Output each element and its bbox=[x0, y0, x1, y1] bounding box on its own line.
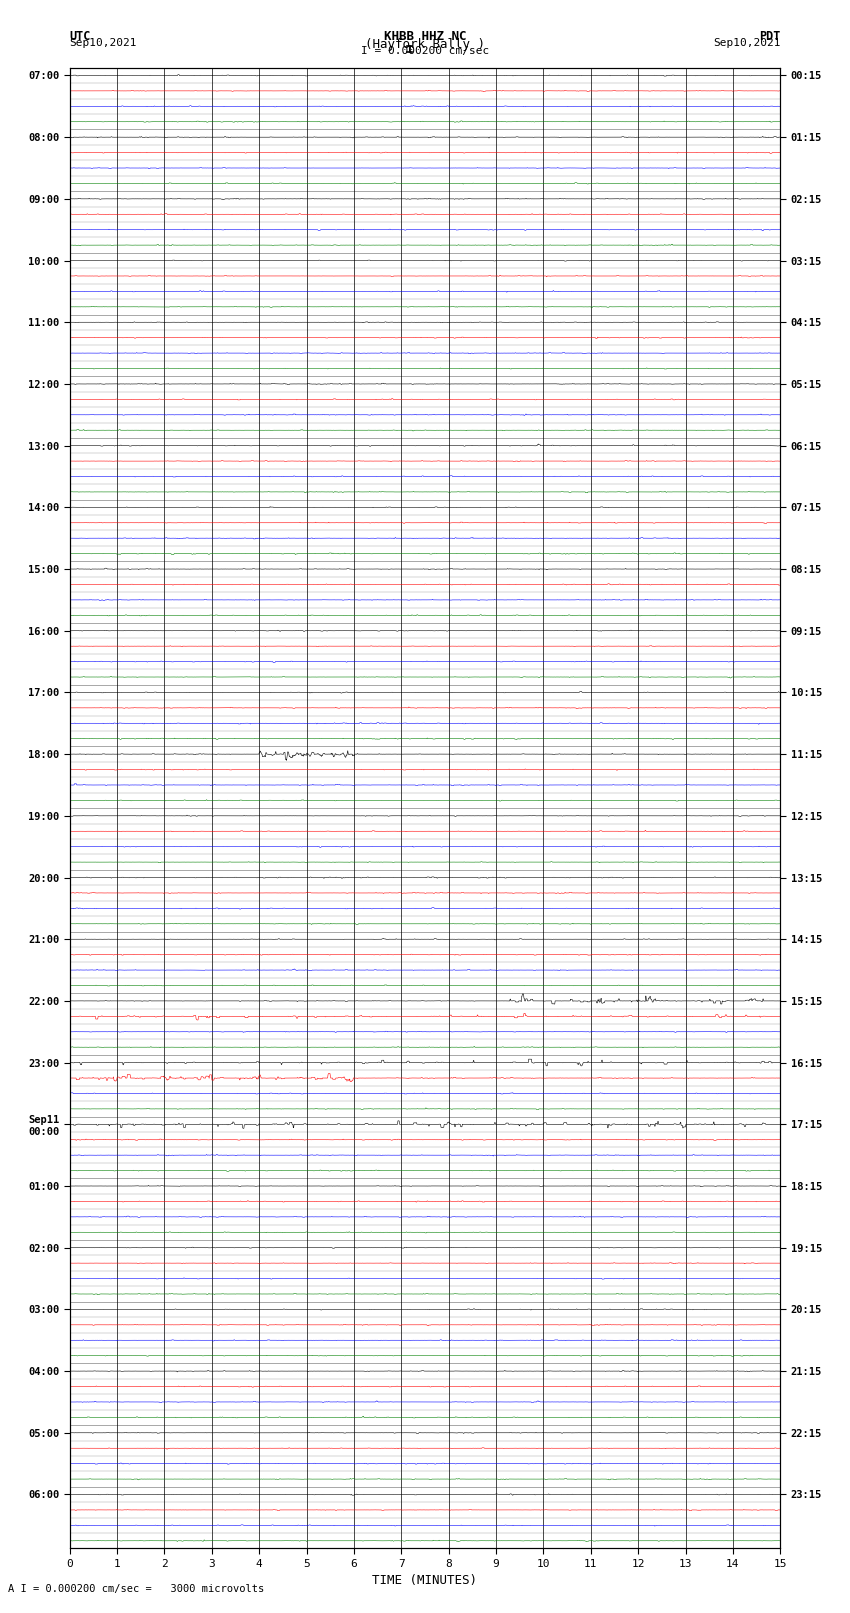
Text: A I = 0.000200 cm/sec =   3000 microvolts: A I = 0.000200 cm/sec = 3000 microvolts bbox=[8, 1584, 264, 1594]
Text: (Hayfork Bally ): (Hayfork Bally ) bbox=[365, 39, 485, 52]
X-axis label: TIME (MINUTES): TIME (MINUTES) bbox=[372, 1574, 478, 1587]
Text: Sep10,2021: Sep10,2021 bbox=[713, 39, 780, 48]
Text: I = 0.000200 cm/sec: I = 0.000200 cm/sec bbox=[361, 47, 489, 56]
Text: KHBB HHZ NC: KHBB HHZ NC bbox=[383, 31, 467, 44]
Text: Sep10,2021: Sep10,2021 bbox=[70, 39, 137, 48]
Text: PDT: PDT bbox=[759, 31, 780, 44]
Text: UTC: UTC bbox=[70, 31, 91, 44]
